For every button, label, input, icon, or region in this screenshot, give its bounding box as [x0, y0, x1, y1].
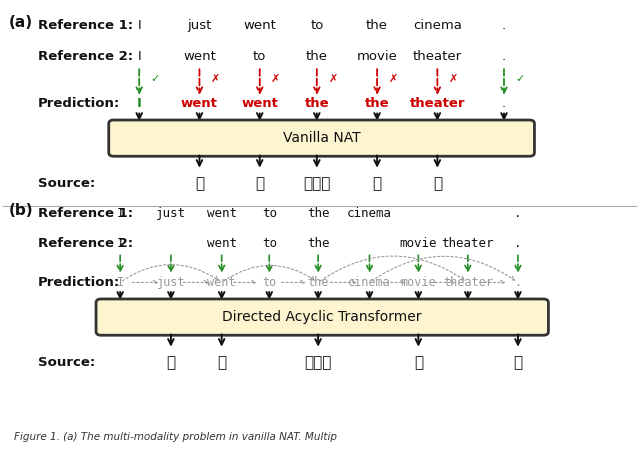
Text: the: the [365, 97, 389, 110]
Text: Prediction:: Prediction: [38, 97, 120, 110]
Text: ✗: ✗ [271, 74, 280, 84]
FancyBboxPatch shape [96, 299, 548, 335]
Text: Reference 2:: Reference 2: [38, 50, 132, 63]
Text: I: I [137, 97, 141, 110]
Text: went: went [241, 97, 278, 110]
Text: I: I [116, 237, 124, 250]
Text: Directed Acyclic Transformer: Directed Acyclic Transformer [223, 310, 422, 324]
Text: ✗: ✗ [328, 74, 338, 84]
Text: cinema: cinema [348, 276, 391, 289]
Text: cinema: cinema [413, 19, 462, 32]
Text: just: just [157, 276, 185, 289]
Text: the: the [307, 237, 330, 250]
Text: went: went [183, 50, 216, 63]
Text: I: I [116, 276, 124, 289]
Text: went: went [207, 276, 236, 289]
Text: theater: theater [413, 50, 462, 63]
Text: the: the [307, 207, 330, 221]
Text: to: to [310, 19, 323, 32]
Text: the: the [366, 19, 388, 32]
Text: .: . [502, 97, 506, 110]
Text: .: . [502, 19, 506, 32]
Text: theater: theater [410, 97, 465, 110]
Text: just: just [156, 207, 186, 221]
Text: to: to [262, 276, 276, 289]
Text: 去: 去 [255, 177, 264, 192]
Text: Prediction:: Prediction: [38, 276, 120, 289]
Text: movie: movie [399, 237, 437, 250]
Text: 去: 去 [217, 356, 226, 371]
Text: Source:: Source: [38, 178, 95, 191]
Text: went: went [181, 97, 218, 110]
Text: (b): (b) [9, 203, 34, 218]
Text: 我: 我 [166, 356, 175, 371]
Text: Figure 1. (a) The multi-modality problem in vanilla NAT. Multip: Figure 1. (a) The multi-modality problem… [14, 432, 337, 442]
Text: 电影院: 电影院 [303, 177, 330, 192]
Text: theater: theater [442, 237, 494, 250]
Text: Reference 1:: Reference 1: [38, 19, 132, 32]
Text: movie: movie [401, 276, 436, 289]
Text: I: I [138, 19, 141, 32]
Text: the: the [306, 50, 328, 63]
Text: 。: 。 [433, 177, 442, 192]
Text: cinema: cinema [347, 207, 392, 221]
Text: movie: movie [356, 50, 397, 63]
Text: (a): (a) [9, 15, 33, 30]
Text: just: just [188, 19, 212, 32]
Text: I: I [138, 50, 141, 63]
Text: ✓: ✓ [515, 74, 525, 84]
Text: went: went [207, 207, 237, 221]
Text: .: . [514, 207, 522, 221]
Text: the: the [307, 276, 329, 289]
Text: .: . [515, 276, 522, 289]
Text: .: . [502, 50, 506, 63]
Text: the: the [305, 97, 329, 110]
Text: 了: 了 [414, 356, 423, 371]
Text: to: to [262, 207, 276, 221]
Text: Vanilla NAT: Vanilla NAT [283, 131, 360, 145]
Text: ✗: ✗ [449, 74, 458, 84]
Text: 我: 我 [195, 177, 204, 192]
Text: theater: theater [443, 276, 493, 289]
Text: went: went [207, 237, 237, 250]
Text: Reference 2:: Reference 2: [38, 237, 132, 250]
Text: Source:: Source: [38, 357, 95, 370]
Text: went: went [243, 19, 276, 32]
Text: Reference 1:: Reference 1: [38, 207, 132, 221]
Text: to: to [262, 237, 276, 250]
Text: ✓: ✓ [150, 74, 160, 84]
Text: 了: 了 [372, 177, 381, 192]
Text: ✗: ✗ [211, 74, 220, 84]
Text: ✗: ✗ [388, 74, 398, 84]
Text: 。: 。 [513, 356, 522, 371]
Text: 电影院: 电影院 [305, 356, 332, 371]
Text: I: I [116, 207, 124, 221]
FancyBboxPatch shape [109, 120, 534, 156]
Text: .: . [514, 237, 522, 250]
Text: to: to [253, 50, 266, 63]
